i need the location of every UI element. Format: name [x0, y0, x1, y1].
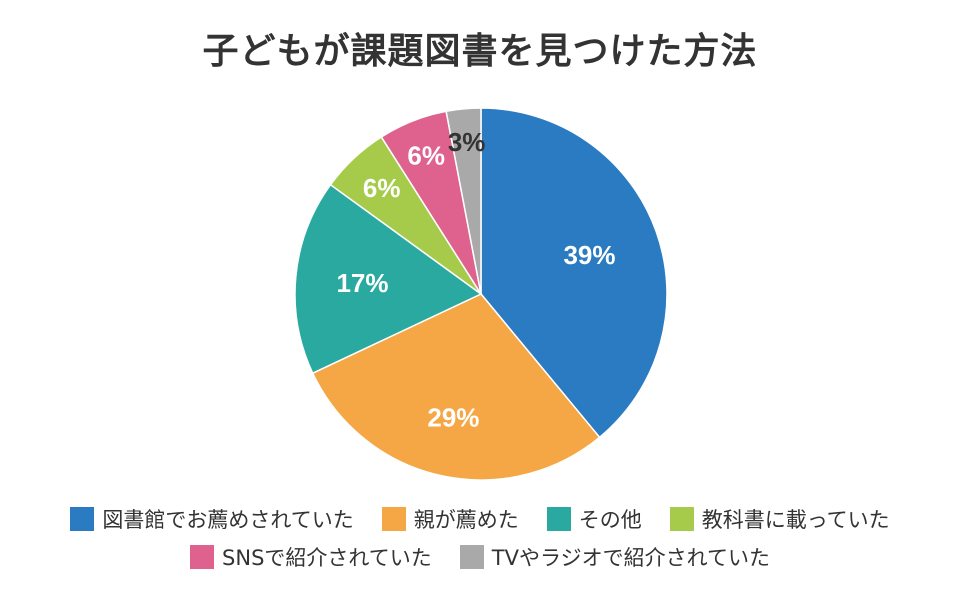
slice-label: 3% [448, 127, 486, 157]
slice-label: 29% [427, 402, 479, 432]
legend-swatch [459, 545, 484, 569]
legend-item: 図書館でお薦めされていた [70, 504, 354, 534]
legend-swatch [381, 507, 406, 531]
legend-item: 親が薦めた [381, 504, 519, 534]
legend-label: 教科書に載っていた [701, 508, 890, 532]
slice-label: 39% [563, 240, 615, 270]
pie-slice [311, 293, 601, 481]
legend-label: 親が薦めた [413, 508, 519, 532]
legend-item: TVやラジオで紹介されていた [459, 542, 770, 572]
legend-label: 図書館でお薦めされていた [102, 508, 354, 532]
legend-swatch [669, 507, 694, 531]
legend-swatch [190, 545, 215, 569]
slice-label: 6% [407, 141, 445, 171]
slice-label: 17% [336, 268, 388, 298]
legend-item: SNSで紹介されていた [190, 542, 432, 572]
slice-label: 6% [363, 173, 401, 203]
pie-slice [480, 107, 668, 439]
legend-row-2: SNSで紹介されていた TVやラジオで紹介されていた [0, 542, 960, 572]
legend-label: SNSで紹介されていた [222, 546, 432, 570]
legend-row-1: 図書館でお薦めされていた 親が薦めた その他 教科書に載っていた [0, 504, 960, 534]
legend-swatch [70, 507, 95, 531]
chart-title: 子どもが課題図書を見つけた方法 [202, 31, 758, 72]
legend-item: その他 [546, 504, 642, 534]
legend-item: 教科書に載っていた [669, 504, 890, 534]
pie-slice [445, 107, 482, 295]
legend-label: その他 [578, 508, 642, 532]
legend-label: TVやラジオで紹介されていた [491, 546, 770, 570]
pie-slice [294, 183, 483, 375]
legend-swatch [546, 507, 571, 531]
